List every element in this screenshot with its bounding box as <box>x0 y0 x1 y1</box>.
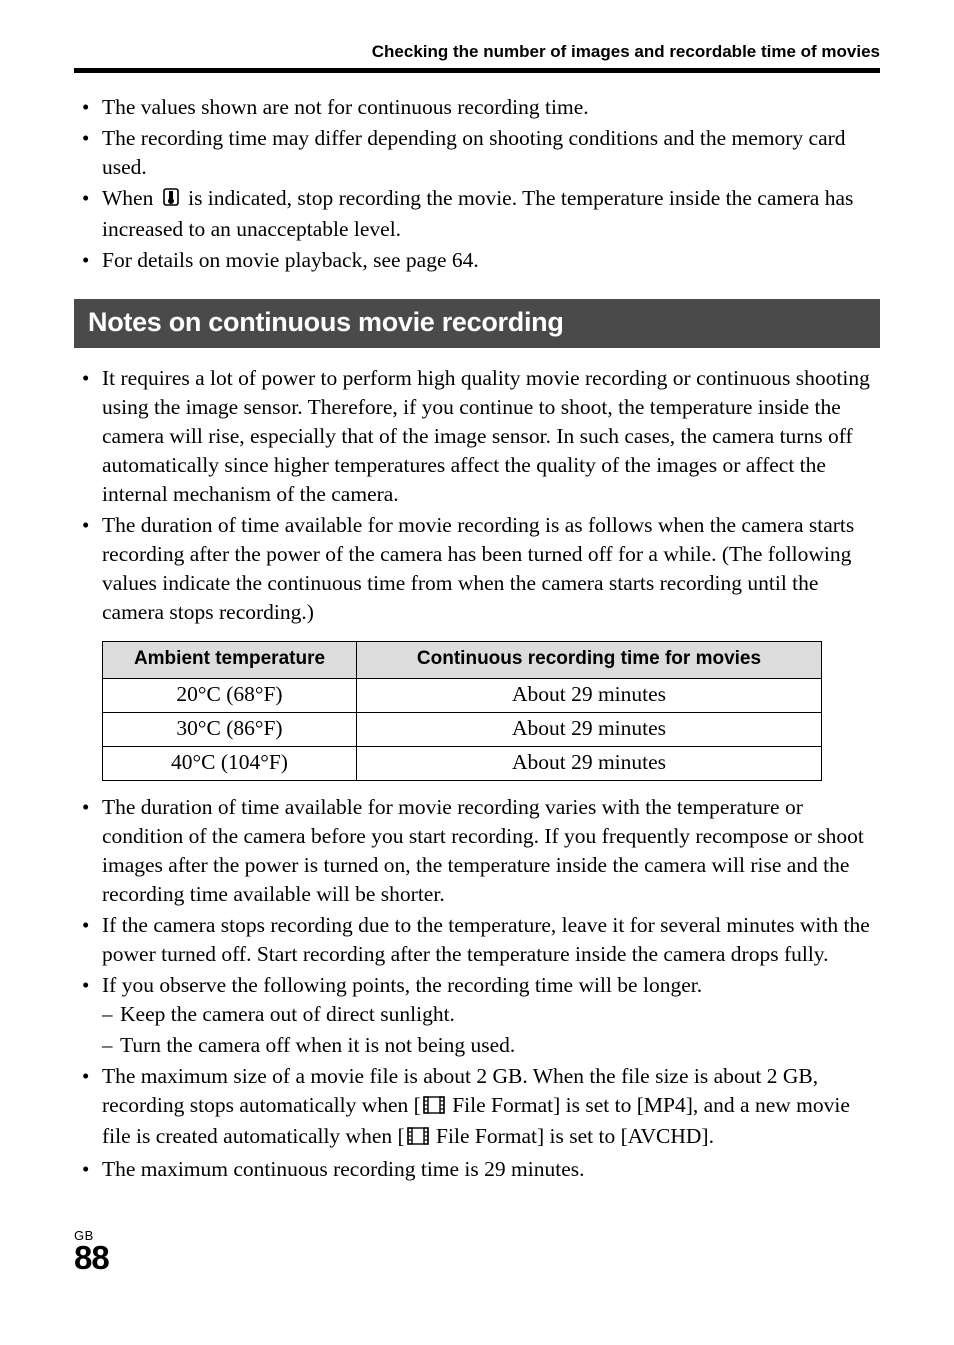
footer-page-number: 88 <box>74 1243 109 1273</box>
sub-list-item: Keep the camera out of direct sunlight. <box>102 1000 880 1029</box>
table-row: 20°C (68°F) About 29 minutes <box>103 679 822 713</box>
list-item: The recording time may differ depending … <box>74 124 880 182</box>
film-format-icon <box>423 1093 445 1122</box>
running-header-title: Checking the number of images and record… <box>74 42 880 62</box>
post-table-bullet-list: The duration of time available for movie… <box>74 793 880 1184</box>
pre-table-bullet-list: It requires a lot of power to perform hi… <box>74 364 880 627</box>
list-item: The duration of time available for movie… <box>74 511 880 627</box>
header-rule <box>74 68 880 73</box>
table-header-cell: Ambient temperature <box>103 642 357 679</box>
table-cell: 30°C (86°F) <box>103 713 357 747</box>
film-format-icon <box>407 1124 429 1153</box>
list-item-text: If you observe the following points, the… <box>102 973 702 997</box>
list-item: The maximum continuous recording time is… <box>74 1155 880 1184</box>
table-cell: About 29 minutes <box>357 747 822 781</box>
recording-time-table-wrap: Ambient temperature Continuous recording… <box>74 641 880 781</box>
table-header-cell: Continuous recording time for movies <box>357 642 822 679</box>
table-row: 40°C (104°F) About 29 minutes <box>103 747 822 781</box>
list-item: If the camera stops recording due to the… <box>74 911 880 969</box>
table-cell: About 29 minutes <box>357 713 822 747</box>
table-cell: 40°C (104°F) <box>103 747 357 781</box>
top-bullet-list: The values shown are not for continuous … <box>74 93 880 275</box>
list-item: When is indicated, stop recording the mo… <box>74 184 880 244</box>
list-item-with-sublist: If you observe the following points, the… <box>74 971 880 1060</box>
list-item: It requires a lot of power to perform hi… <box>74 364 880 509</box>
recording-time-table: Ambient temperature Continuous recording… <box>102 641 822 781</box>
list-item: For details on movie playback, see page … <box>74 246 880 275</box>
list-item: The maximum size of a movie file is abou… <box>74 1062 880 1153</box>
page-footer: GB 88 <box>74 1228 109 1273</box>
temperature-warning-icon <box>161 186 181 215</box>
sub-list-item: Turn the camera off when it is not being… <box>102 1031 880 1060</box>
table-header-row: Ambient temperature Continuous recording… <box>103 642 822 679</box>
table-cell: About 29 minutes <box>357 679 822 713</box>
table-row: 30°C (86°F) About 29 minutes <box>103 713 822 747</box>
list-item: The values shown are not for continuous … <box>74 93 880 122</box>
page-content: Checking the number of images and record… <box>0 0 954 1184</box>
table-cell: 20°C (68°F) <box>103 679 357 713</box>
section-heading: Notes on continuous movie recording <box>74 299 880 348</box>
sub-bullet-list: Keep the camera out of direct sunlight. … <box>102 1000 880 1060</box>
list-item: The duration of time available for movie… <box>74 793 880 909</box>
